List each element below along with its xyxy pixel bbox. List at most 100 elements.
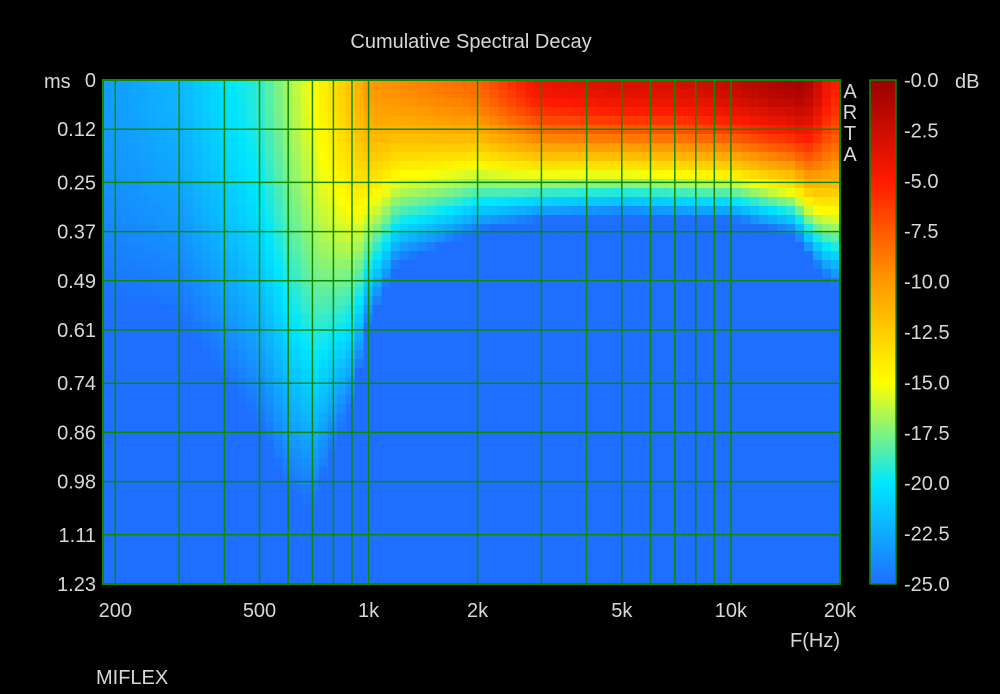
- heatmap-cell: [417, 476, 428, 486]
- heatmap-cell: [453, 188, 464, 198]
- heatmap-cell: [822, 359, 832, 369]
- heatmap-cell: [705, 134, 715, 144]
- heatmap-cell: [453, 350, 464, 360]
- heatmap-cell: [831, 188, 840, 198]
- heatmap-cell: [732, 350, 742, 360]
- heatmap-cell: [471, 332, 482, 342]
- heatmap-cell: [498, 539, 509, 549]
- heatmap-cell: [777, 152, 787, 162]
- heatmap-cell: [453, 161, 464, 171]
- heatmap-cell: [642, 107, 652, 117]
- heatmap-cell: [318, 224, 329, 234]
- heatmap-cell: [390, 377, 401, 387]
- heatmap-cell: [381, 458, 392, 468]
- heatmap-cell: [354, 575, 365, 584]
- heatmap-cell: [372, 305, 383, 315]
- heatmap-cell: [588, 206, 598, 216]
- y-axis-ticks: 00.120.250.370.490.610.740.860.981.111.2…: [57, 70, 96, 596]
- heatmap-cell: [480, 485, 491, 495]
- heatmap-cell: [723, 89, 733, 99]
- heatmap-cell: [228, 386, 239, 396]
- heatmap-cell: [103, 206, 113, 216]
- heatmap-cell: [156, 566, 167, 576]
- heatmap-cell: [345, 215, 356, 225]
- heatmap-cell: [246, 305, 257, 315]
- heatmap-cell: [606, 449, 616, 459]
- heatmap-cell: [714, 422, 724, 432]
- heatmap-cell: [579, 440, 589, 450]
- heatmap-cell: [273, 458, 284, 468]
- heatmap-cell: [759, 287, 769, 297]
- heatmap-cell: [138, 548, 149, 558]
- heatmap-cell: [552, 314, 562, 324]
- y-tick-label: 0.25: [57, 172, 96, 194]
- heatmap-cell: [309, 260, 320, 270]
- heatmap-cell: [435, 179, 446, 189]
- heatmap-cell: [453, 440, 464, 450]
- heatmap-cell: [516, 98, 527, 108]
- heatmap-cell: [669, 188, 679, 198]
- heatmap-cell: [831, 467, 840, 477]
- heatmap-cell: [570, 440, 580, 450]
- heatmap-cell: [615, 566, 625, 576]
- heatmap-cell: [669, 449, 679, 459]
- heatmap-cell: [552, 296, 562, 306]
- heatmap-cell: [183, 386, 194, 396]
- heatmap-cell: [759, 557, 769, 567]
- colorbar-tick-label: -0.0: [904, 70, 938, 92]
- heatmap-cell: [804, 242, 814, 252]
- heatmap-cell: [624, 305, 634, 315]
- y-axis-label: ms: [44, 71, 71, 93]
- heatmap-cell: [777, 467, 787, 477]
- heatmap-cell: [111, 422, 122, 432]
- heatmap-cell: [390, 116, 401, 126]
- heatmap-cell: [381, 449, 392, 459]
- heatmap-cell: [516, 422, 527, 432]
- heatmap-cell: [507, 134, 518, 144]
- heatmap-cell: [579, 224, 589, 234]
- heatmap-cell: [381, 476, 392, 486]
- heatmap-cell: [642, 494, 652, 504]
- heatmap-cell: [741, 98, 751, 108]
- heatmap-cell: [705, 494, 715, 504]
- heatmap-cell: [768, 305, 778, 315]
- heatmap-cell: [309, 152, 320, 162]
- heatmap-cell: [759, 314, 769, 324]
- heatmap-cell: [642, 341, 652, 351]
- heatmap-cell: [165, 323, 176, 333]
- heatmap-cell: [309, 476, 320, 486]
- heatmap-cell: [273, 368, 284, 378]
- heatmap-cell: [381, 431, 392, 441]
- heatmap-cell: [183, 341, 194, 351]
- heatmap-cell: [822, 521, 832, 531]
- heatmap-cell: [489, 80, 500, 90]
- heatmap-cell: [138, 368, 149, 378]
- heatmap-cell: [804, 512, 814, 522]
- heatmap-cell: [723, 305, 733, 315]
- heatmap-cell: [651, 134, 661, 144]
- heatmap-cell: [741, 332, 751, 342]
- heatmap-cell: [309, 359, 320, 369]
- heatmap-cell: [489, 233, 500, 243]
- heatmap-cell: [795, 143, 805, 153]
- heatmap-cell: [156, 251, 167, 261]
- heatmap-cell: [264, 251, 275, 261]
- heatmap-cell: [291, 467, 302, 477]
- heatmap-cell: [723, 161, 733, 171]
- heatmap-cell: [768, 179, 778, 189]
- heatmap-cell: [696, 260, 706, 270]
- heatmap-cell: [795, 422, 805, 432]
- heatmap-cell: [795, 557, 805, 567]
- heatmap-cell: [372, 206, 383, 216]
- heatmap-cell: [750, 278, 760, 288]
- heatmap-cell: [471, 350, 482, 360]
- heatmap-cell: [165, 395, 176, 405]
- heatmap-cell: [183, 467, 194, 477]
- heatmap-cell: [543, 458, 553, 468]
- heatmap-cell: [372, 134, 383, 144]
- heatmap-cell: [687, 152, 697, 162]
- heatmap-cell: [498, 305, 509, 315]
- heatmap-cell: [786, 386, 796, 396]
- heatmap-cell: [345, 458, 356, 468]
- heatmap-cell: [390, 539, 401, 549]
